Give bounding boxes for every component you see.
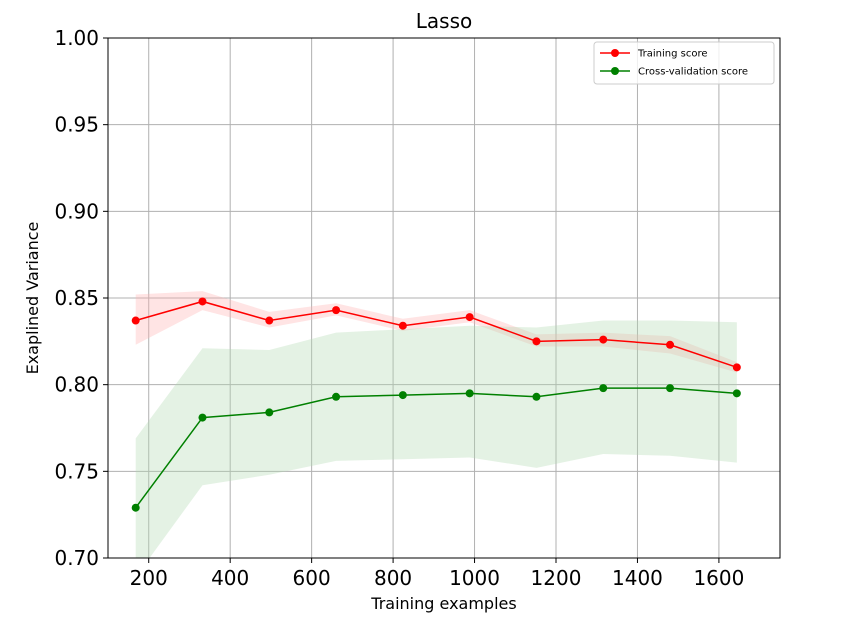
- point-training: [398, 321, 407, 330]
- point-training: [666, 340, 675, 349]
- point-training: [131, 316, 140, 325]
- point-training: [265, 316, 274, 325]
- y-tick-label: 0.85: [54, 286, 99, 310]
- x-axis-ticks: 200 400 600 800 1000 1200 1400 1600: [130, 558, 744, 590]
- series-lines: [135, 300, 738, 509]
- x-tick-label: 1600: [693, 566, 744, 590]
- band-training: [135, 291, 737, 373]
- point-training: [465, 313, 474, 322]
- y-axis-label: Exaplined Variance: [23, 222, 42, 375]
- point-cross-validation: [332, 392, 341, 401]
- y-axis-ticks: 0.70 0.75 0.80 0.85 0.90 0.95 1.00: [54, 26, 108, 570]
- grid: [108, 37, 780, 559]
- legend-label-training: Training score: [637, 49, 708, 60]
- point-training: [732, 363, 741, 372]
- legend-marker-training: [611, 49, 619, 57]
- legend-entry-cross-validation: Cross-validation score: [600, 67, 748, 78]
- x-axis-label: Training examples: [370, 594, 516, 613]
- y-tick-label: 0.70: [54, 546, 99, 570]
- legend-label-cross-validation: Cross-validation score: [638, 67, 748, 78]
- line-training: [135, 300, 738, 369]
- point-cross-validation: [666, 384, 675, 393]
- point-training: [599, 335, 608, 344]
- point-cross-validation: [732, 389, 741, 398]
- legend-marker-cross-validation: [611, 67, 619, 75]
- y-tick-label: 0.90: [54, 199, 99, 223]
- x-tick-label: 400: [211, 566, 249, 590]
- line-cross-validation: [135, 387, 737, 509]
- x-tick-label: 200: [130, 566, 168, 590]
- point-cross-validation: [265, 408, 274, 417]
- legend: Training score Cross-validation score: [593, 41, 775, 85]
- y-tick-label: 0.95: [54, 113, 99, 137]
- y-tick-label: 1.00: [54, 26, 99, 50]
- legend-box: [593, 41, 775, 85]
- point-cross-validation: [599, 384, 608, 393]
- point-training: [198, 297, 207, 306]
- confidence-bands: [135, 291, 737, 558]
- point-cross-validation: [198, 413, 207, 422]
- x-tick-label: 800: [374, 566, 412, 590]
- y-tick-label: 0.75: [54, 459, 99, 483]
- point-cross-validation: [398, 391, 407, 400]
- band-cross-validation: [135, 320, 737, 558]
- x-tick-label: 1000: [449, 566, 500, 590]
- point-training: [332, 306, 341, 315]
- point-cross-validation: [532, 392, 541, 401]
- legend-entry-training: Training score: [600, 49, 708, 60]
- y-tick-label: 0.80: [54, 373, 99, 397]
- point-cross-validation: [465, 389, 474, 398]
- point-training: [532, 337, 541, 346]
- series-points: [131, 297, 741, 512]
- x-tick-label: 1400: [612, 566, 663, 590]
- point-cross-validation: [131, 503, 140, 512]
- x-tick-label: 1200: [531, 566, 582, 590]
- chart-title: Lasso: [416, 9, 472, 33]
- x-tick-label: 600: [293, 566, 331, 590]
